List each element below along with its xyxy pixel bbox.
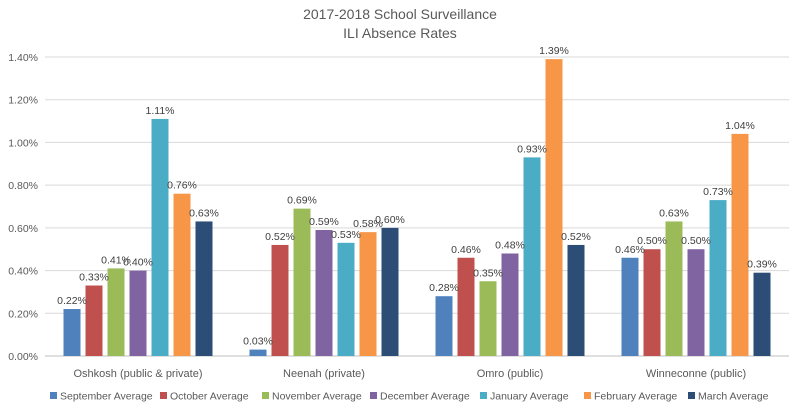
bar-september-average-neenah-private [249, 349, 267, 356]
bar-december-average-winneconne-public [687, 249, 705, 356]
legend-swatch-february-average [584, 392, 591, 399]
legend-swatch-january-average [480, 392, 487, 399]
bar-march-average-winneconne-public [753, 272, 771, 356]
data-label-march-average-winneconne-public: 0.39% [747, 259, 777, 271]
bar-february-average-neenah-private [359, 232, 377, 356]
data-label-november-average-omro-public: 0.35% [473, 267, 503, 279]
data-label-november-average-oshkosh-public-private: 0.41% [101, 254, 131, 266]
data-label-december-average-neenah-private: 0.59% [309, 216, 339, 228]
bar-january-average-winneconne-public [709, 200, 727, 356]
bar-december-average-neenah-private [315, 229, 333, 356]
data-label-december-average-omro-public: 0.48% [495, 239, 525, 251]
legend-swatch-november-average [262, 392, 269, 399]
data-label-october-average-neenah-private: 0.52% [265, 231, 295, 243]
y-tick-label: 0.40% [8, 266, 38, 278]
data-label-january-average-neenah-private: 0.53% [331, 229, 361, 241]
bar-november-average-neenah-private [293, 208, 311, 356]
data-label-october-average-oshkosh-public-private: 0.33% [79, 272, 109, 284]
data-label-february-average-neenah-private: 0.58% [353, 218, 383, 230]
data-label-january-average-winneconne-public: 0.73% [703, 186, 733, 198]
legend-swatch-october-average [160, 392, 167, 399]
data-label-december-average-winneconne-public: 0.50% [681, 235, 711, 247]
category-label-neenah-private: Neenah (private) [283, 368, 365, 380]
legend-label-november-average: November Average [272, 391, 362, 403]
bar-november-average-winneconne-public [665, 221, 683, 356]
legend-swatch-march-average [688, 392, 695, 399]
legend-label-september-average: September Average [60, 391, 153, 403]
data-label-october-average-winneconne-public: 0.50% [637, 235, 667, 247]
legend-label-january-average: January Average [490, 391, 569, 403]
y-tick-label: 0.20% [8, 308, 38, 320]
y-tick-label: 1.00% [8, 137, 38, 149]
bar-january-average-omro-public [523, 157, 541, 356]
y-tick-label: 1.40% [8, 52, 38, 64]
y-tick-label: 0.60% [8, 223, 38, 235]
bar-march-average-omro-public [567, 244, 585, 356]
data-label-february-average-oshkosh-public-private: 0.76% [167, 180, 197, 192]
legend-label-december-average: December Average [380, 391, 470, 403]
category-label-omro-public: Omro (public) [477, 368, 544, 380]
data-label-september-average-neenah-private: 0.03% [243, 336, 273, 348]
y-tick-label: 1.20% [8, 95, 38, 107]
category-label-oshkosh-public-private: Oshkosh (public & private) [74, 368, 203, 380]
bar-october-average-oshkosh-public-private [85, 285, 103, 356]
data-labels: 0.22% 0.33% 0.41%0.40% 1.11% 0.76% 0.63% 0.03%… [57, 45, 777, 347]
data-label-september-average-winneconne-public: 0.46% [615, 244, 645, 256]
data-label-march-average-oshkosh-public-private: 0.63% [189, 207, 219, 219]
data-label-march-average-omro-public: 0.52% [561, 231, 591, 243]
legend: September Average October Average November… [50, 391, 769, 403]
bar-september-average-omro-public [435, 296, 453, 356]
bar-january-average-neenah-private [337, 242, 355, 356]
data-label-february-average-omro-public: 1.39% [539, 45, 569, 57]
data-label-october-average-omro-public: 0.46% [451, 244, 481, 256]
legend-swatch-december-average [370, 392, 377, 399]
data-label-november-average-winneconne-public: 0.63% [659, 207, 689, 219]
legend-label-march-average: March Average [698, 391, 769, 403]
data-label-january-average-omro-public: 0.93% [517, 143, 547, 155]
data-label-september-average-oshkosh-public-private: 0.22% [57, 295, 87, 307]
data-label-february-average-winneconne-public: 1.04% [725, 120, 755, 132]
data-label-march-average-neenah-private: 0.60% [375, 214, 405, 226]
data-label-november-average-neenah-private: 0.69% [287, 195, 317, 207]
bar-november-average-oshkosh-public-private [107, 268, 125, 356]
legend-swatch-september-average [50, 392, 57, 399]
bar-february-average-oshkosh-public-private [173, 193, 191, 356]
bar-october-average-winneconne-public [643, 249, 661, 356]
y-tick-label: 0.00% [8, 351, 38, 363]
legend-label-october-average: October Average [170, 391, 249, 403]
gridlines: 0.00% 0.20% 0.40% 0.60% 0.80% 1.00% 1.20% 1.40% [8, 52, 789, 363]
bar-january-average-oshkosh-public-private [151, 118, 169, 356]
y-tick-label: 0.80% [8, 180, 38, 192]
legend-label-february-average: February Average [594, 391, 677, 403]
bar-december-average-omro-public [501, 253, 519, 356]
category-labels: Oshkosh (public & private) Neenah (privat… [74, 368, 747, 380]
chart-title: 2017-2018 School Surveillance [303, 6, 497, 22]
bar-february-average-winneconne-public [731, 133, 749, 356]
bar-october-average-neenah-private [271, 244, 289, 356]
bar-november-average-omro-public [479, 281, 497, 356]
data-label-january-average-oshkosh-public-private: 1.11% [146, 105, 175, 117]
bar-october-average-omro-public [457, 257, 475, 356]
bar-september-average-winneconne-public [621, 257, 639, 356]
bars [63, 59, 771, 357]
bar-december-average-oshkosh-public-private [129, 270, 147, 356]
data-label-december-average-oshkosh-public-private: 0.40% [123, 257, 153, 269]
chart-subtitle: ILI Absence Rates [343, 25, 457, 41]
bar-march-average-oshkosh-public-private [195, 221, 213, 356]
bar-february-average-omro-public [545, 59, 563, 357]
bar-march-average-neenah-private [381, 227, 399, 356]
bar-september-average-oshkosh-public-private [63, 309, 81, 356]
data-label-september-average-omro-public: 0.28% [429, 282, 459, 294]
category-label-winneconne-public: Winneconne (public) [646, 368, 746, 380]
